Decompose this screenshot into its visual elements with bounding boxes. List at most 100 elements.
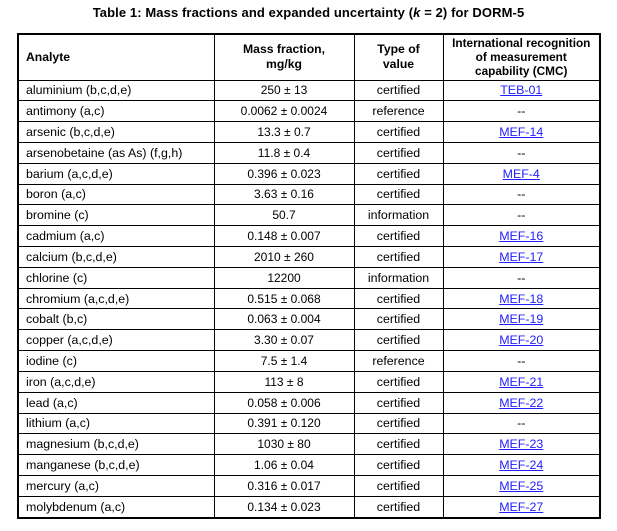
cmc-cell: MEF-16 [442,225,601,247]
type-of-value-cell: certified [353,474,444,497]
table-row: lead (a,c) 0.058 ± 0.006 certified MEF-22 [17,391,601,414]
mass-fraction-cell: 2010 ± 260 [213,246,355,268]
cmc-empty-value: -- [517,145,526,160]
analyte-cell: calcium (b,c,d,e) [17,246,215,268]
analyte-cell: copper (a,c,d,e) [17,329,215,352]
table-row: molybdenum (a,c) 0.134 ± 0.023 certified ME… [17,495,601,519]
column-header-analyte: Analyte [17,33,215,81]
cmc-link[interactable]: MEF-14 [499,125,544,140]
analyte-cell: magnesium (b,c,d,e) [17,433,215,456]
table-row: arsenobetaine (as As) (f,g,h) 11.8 ± 0.4 c… [17,141,601,164]
cmc-cell: MEF-18 [442,287,601,310]
type-of-value-cell: information [353,204,444,227]
cmc-empty-value: -- [517,353,526,368]
mass-fraction-cell: 0.396 ± 0.023 [213,162,355,185]
table-title-k-italic: k [413,5,421,20]
mass-fraction-cell: 3.30 ± 0.07 [213,329,355,352]
analyte-cell: manganese (b,c,d,e) [17,454,215,476]
cmc-link[interactable]: MEF-25 [499,478,544,493]
mass-fraction-cell: 0.0062 ± 0.0024 [213,100,355,123]
table-row: manganese (b,c,d,e) 1.06 ± 0.04 certified M… [17,454,601,476]
column-header-type-of-value: Type of value [353,33,444,81]
table-row: chromium (a,c,d,e) 0.515 ± 0.068 certified… [17,287,601,310]
cmc-cell: MEF-27 [442,495,601,519]
cmc-link[interactable]: MEF-17 [499,249,544,264]
mass-fractions-table: Analyte Mass fraction, mg/kg Type of val… [17,33,601,519]
mass-fraction-cell: 1030 ± 80 [213,433,355,456]
analyte-cell: lithium (a,c) [17,412,215,435]
header-line: Analyte [26,49,71,64]
mass-fraction-cell: 0.063 ± 0.004 [213,308,355,331]
analyte-cell: iodine (c) [17,350,215,372]
cmc-link[interactable]: MEF-21 [499,374,544,389]
header-line: value [382,57,415,72]
analyte-cell: chlorine (c) [17,266,215,289]
cmc-link[interactable]: MEF-18 [499,291,544,306]
type-of-value-cell: certified [353,287,444,310]
cmc-cell: MEF-20 [442,329,601,352]
column-header-cmc: International recognition of measurement… [442,33,601,81]
cmc-empty-value: -- [517,187,526,202]
type-of-value-cell: certified [353,79,444,102]
analyte-cell: chromium (a,c,d,e) [17,287,215,310]
cmc-cell: -- [442,350,601,372]
cmc-cell: -- [442,266,601,289]
cmc-link[interactable]: TEB-01 [500,83,543,98]
cmc-cell: MEF-22 [442,391,601,414]
cmc-link[interactable]: MEF-24 [499,458,544,473]
analyte-cell: iron (a,c,d,e) [17,370,215,393]
cmc-empty-value: -- [517,104,526,119]
mass-fraction-cell: 0.058 ± 0.006 [213,391,355,414]
mass-fraction-cell: 0.391 ± 0.120 [213,412,355,435]
type-of-value-cell: certified [353,162,444,185]
cmc-cell: -- [442,412,601,435]
cmc-link[interactable]: MEF-23 [499,437,544,452]
table-row: calcium (b,c,d,e) 2010 ± 260 certified MEF-… [17,246,601,268]
type-of-value-cell: certified [353,454,444,476]
mass-fraction-cell: 11.8 ± 0.4 [213,141,355,164]
cmc-link[interactable]: MEF-16 [499,229,544,244]
header-line: Type of [377,42,420,57]
table-row: cadmium (a,c) 0.148 ± 0.007 certified MEF-1… [17,225,601,247]
type-of-value-cell: certified [353,433,444,456]
cmc-link[interactable]: MEF-4 [502,166,540,181]
cmc-link[interactable]: MEF-19 [499,312,544,327]
table-row: iodine (c) 7.5 ± 1.4 reference -- [17,350,601,372]
cmc-link[interactable]: MEF-20 [499,333,544,348]
header-line: International recognition [452,35,591,50]
cmc-cell: MEF-23 [442,433,601,456]
analyte-cell: cadmium (a,c) [17,225,215,247]
type-of-value-cell: certified [353,225,444,247]
type-of-value-cell: certified [353,246,444,268]
type-of-value-cell: certified [353,412,444,435]
table-row: chlorine (c) 12200 information -- [17,266,601,289]
cmc-link[interactable]: MEF-27 [499,499,544,514]
table-row: antimony (a,c) 0.0062 ± 0.0024 reference -- [17,100,601,123]
cmc-cell: -- [442,204,601,227]
header-row: Analyte Mass fraction, mg/kg Type of val… [17,33,601,81]
analyte-cell: aluminium (b,c,d,e) [17,79,215,102]
cmc-cell: TEB-01 [442,79,601,102]
cmc-empty-value: -- [517,270,526,285]
mass-fraction-cell: 12200 [213,266,355,289]
type-of-value-cell: certified [353,141,444,164]
type-of-value-cell: certified [353,329,444,352]
type-of-value-cell: certified [353,495,444,519]
cmc-cell: MEF-14 [442,121,601,143]
mass-fraction-cell: 1.06 ± 0.04 [213,454,355,476]
table-body: aluminium (b,c,d,e) 250 ± 13 certified TEB-… [17,79,601,519]
mass-fraction-cell: 0.316 ± 0.017 [213,474,355,497]
analyte-cell: arsenic (b,c,d,e) [17,121,215,143]
cmc-link[interactable]: MEF-22 [499,395,544,410]
table-row: magnesium (b,c,d,e) 1030 ± 80 certified MEF… [17,433,601,456]
mass-fraction-cell: 113 ± 8 [213,370,355,393]
type-of-value-cell: reference [353,100,444,123]
header-line: mg/kg [266,57,302,72]
type-of-value-cell: certified [353,370,444,393]
cmc-cell: MEF-17 [442,246,601,268]
analyte-cell: bromine (c) [17,204,215,227]
cmc-cell: MEF-25 [442,474,601,497]
mass-fraction-cell: 0.148 ± 0.007 [213,225,355,247]
mass-fraction-cell: 50.7 [213,204,355,227]
cmc-cell: -- [442,100,601,123]
